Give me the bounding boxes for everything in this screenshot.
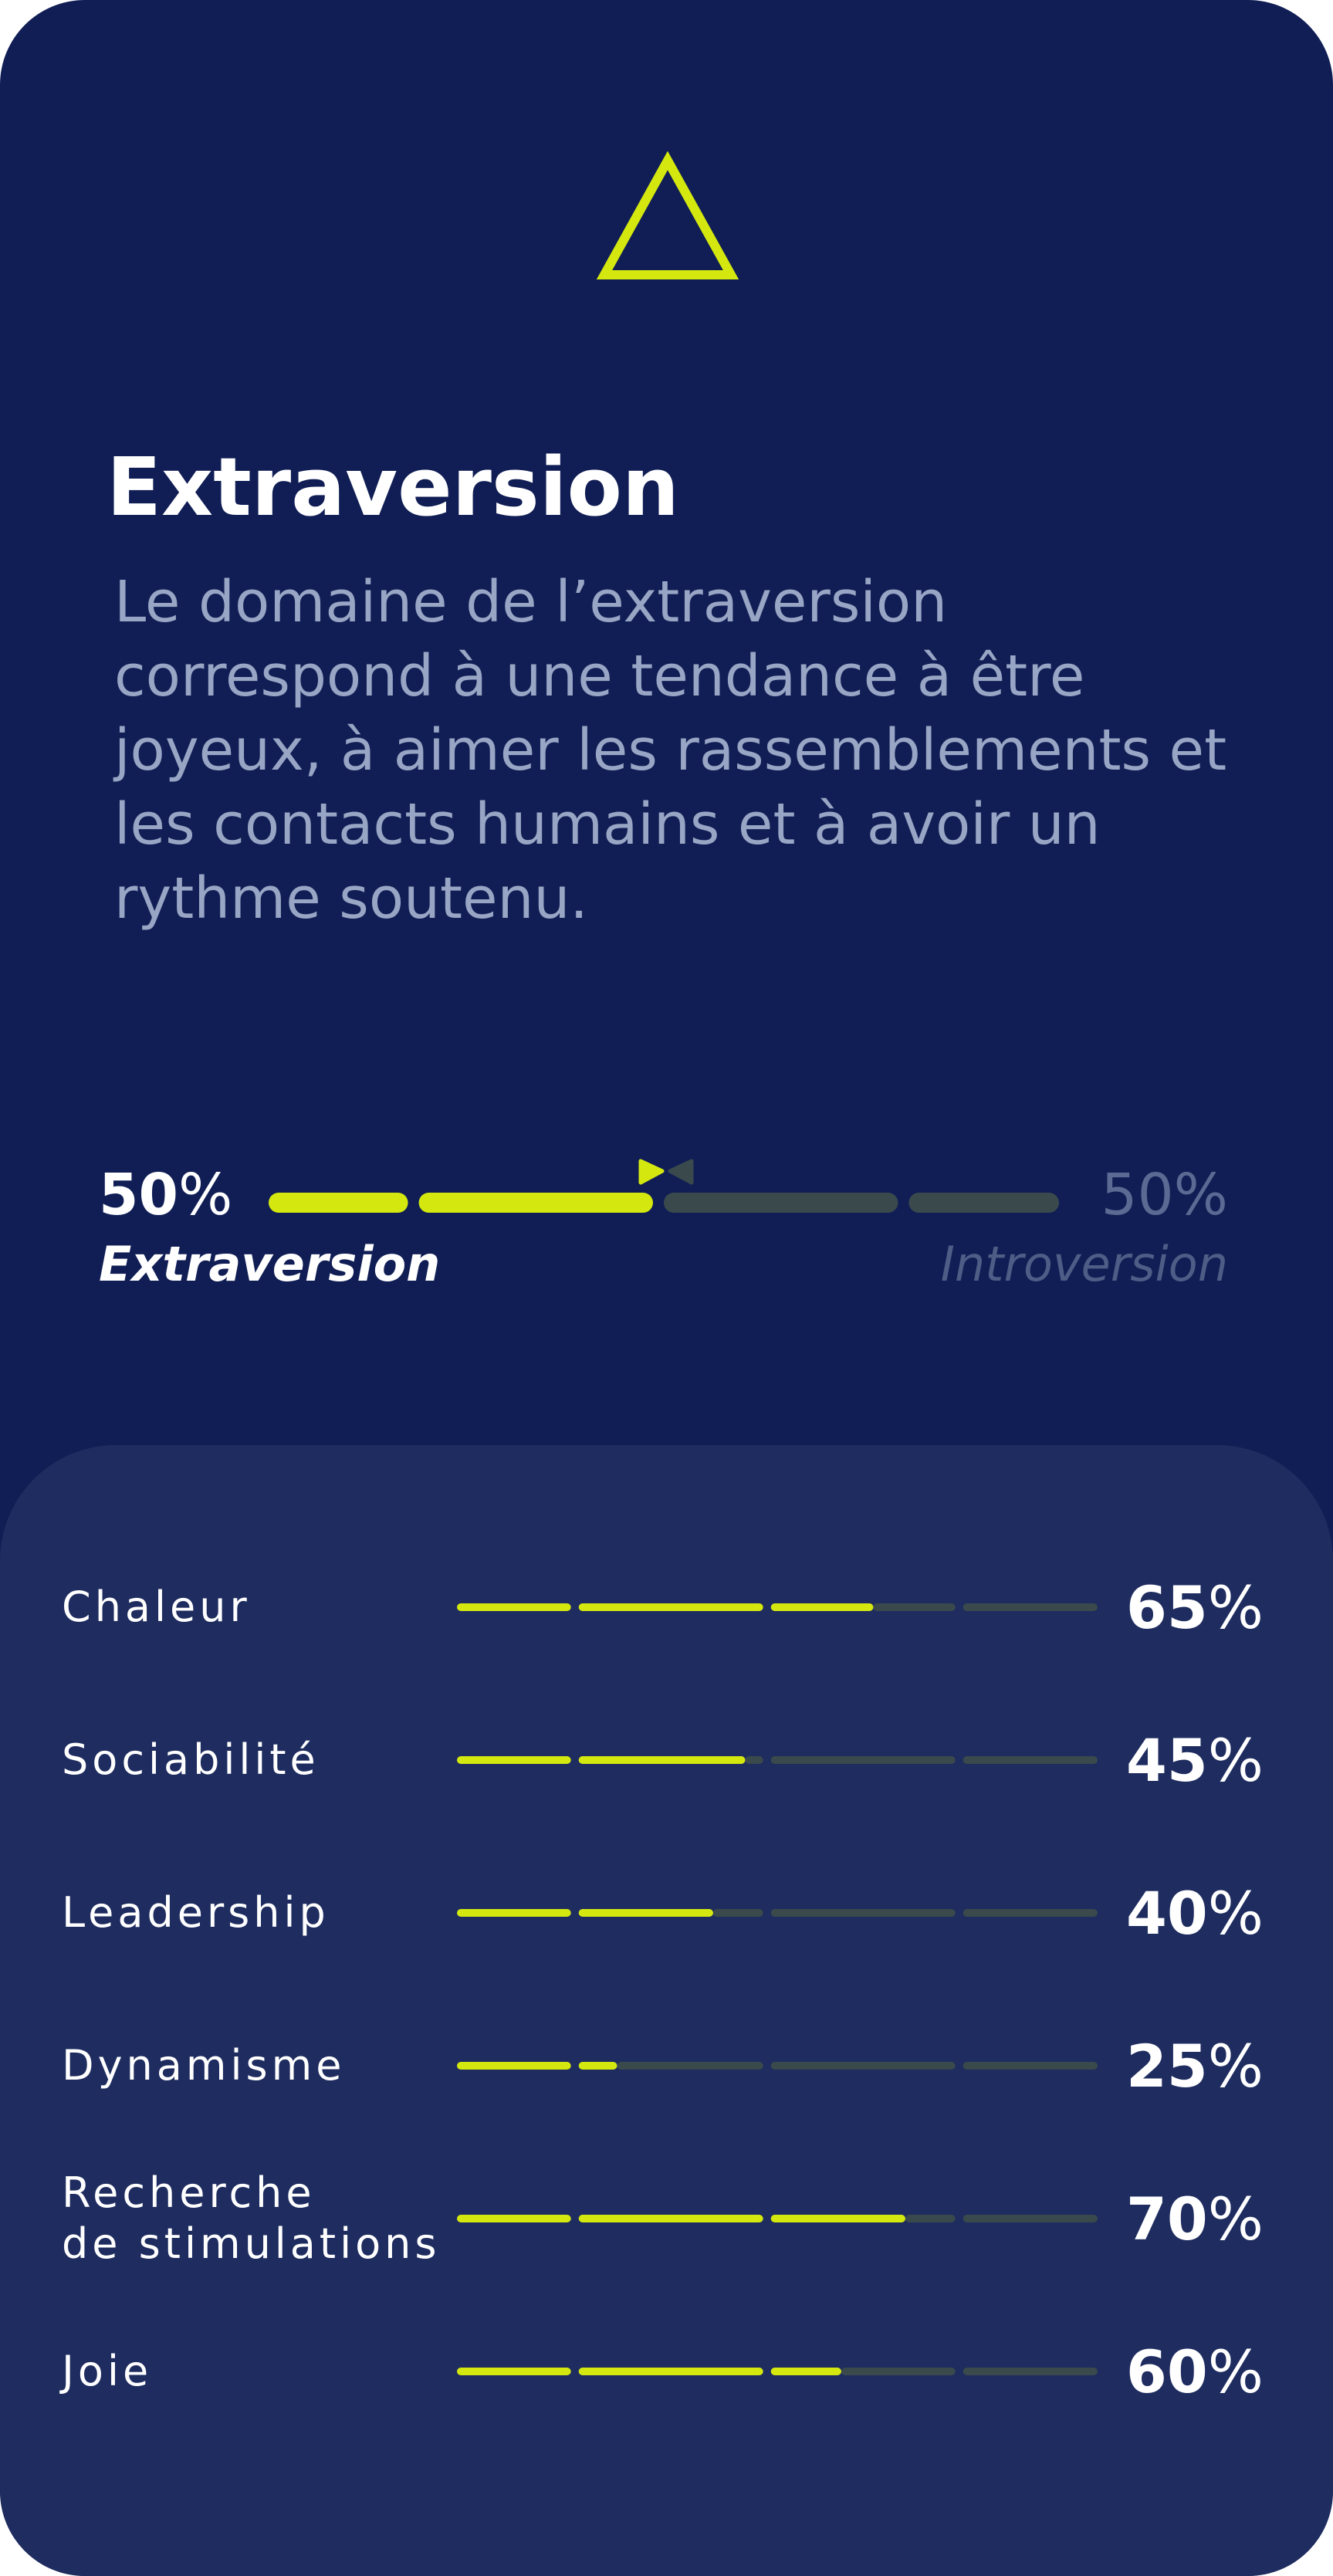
facet-value: 40 bbox=[1126, 1878, 1208, 1948]
introversion-unit: % bbox=[1173, 1162, 1228, 1228]
facet-value: 60 bbox=[1126, 2337, 1208, 2406]
facet-bar-segment-track bbox=[713, 1909, 763, 1917]
facet-row-chaleur: Chaleur 65% bbox=[0, 1553, 1333, 1661]
facet-bar-segment-fill bbox=[457, 2368, 571, 2375]
facet-bar-segment-fill bbox=[578, 2062, 617, 2070]
facet-percentage: 70% bbox=[1126, 2165, 1264, 2273]
facet-bar-segment-track bbox=[770, 1909, 956, 1917]
facet-percentage: 40% bbox=[1126, 1859, 1264, 1967]
facet-bar-segment-fill bbox=[770, 1603, 874, 1611]
facet-unit: % bbox=[1207, 2337, 1264, 2406]
introversion-label: Introversion bbox=[940, 1236, 1228, 1292]
facet-label: Chaleur bbox=[62, 1582, 251, 1631]
facet-bar-segment-fill bbox=[457, 1756, 571, 1764]
facet-bar-segment-track bbox=[873, 1603, 956, 1611]
facet-progress-bar bbox=[457, 1756, 1098, 1764]
facet-percentage: 25% bbox=[1126, 2012, 1264, 2120]
trait-description: Le domaine de l’extraversion correspond … bbox=[114, 569, 1227, 932]
facet-label: Dynamisme bbox=[62, 2041, 346, 2090]
facet-value: 70 bbox=[1126, 2184, 1208, 2253]
facet-bar-segment-fill bbox=[457, 2215, 571, 2222]
facet-bar-segment-fill bbox=[457, 1909, 571, 1917]
facet-unit: % bbox=[1207, 1878, 1264, 1948]
facet-progress-bar bbox=[457, 1909, 1098, 1917]
facet-bar-segment-track bbox=[963, 2215, 1098, 2222]
trait-title: Extraversion bbox=[107, 440, 679, 534]
facet-percentage: 60% bbox=[1126, 2317, 1264, 2425]
introversion-percentage: 50% bbox=[1101, 1156, 1229, 1234]
facet-bar-segment-track bbox=[963, 1756, 1098, 1764]
facet-row-dynamisme: Dynamisme 25% bbox=[0, 2012, 1333, 2120]
triangle-left-icon bbox=[668, 1159, 694, 1185]
facet-bar-segment-track bbox=[770, 2062, 956, 2070]
extraversion-value: 50 bbox=[99, 1162, 178, 1228]
facet-percentage: 45% bbox=[1126, 1706, 1264, 1814]
facet-bar-segment-fill bbox=[578, 1756, 746, 1764]
facet-bar-segment-fill bbox=[457, 1603, 571, 1611]
facet-bar-segment-fill bbox=[578, 1603, 763, 1611]
balance-bar-segment-fill bbox=[418, 1193, 653, 1213]
facet-bar-segment-track bbox=[963, 2368, 1098, 2375]
facet-row-sociabilite: Sociabilité 45% bbox=[0, 1706, 1333, 1814]
facet-row-leadership: Leadership 40% bbox=[0, 1859, 1333, 1967]
facet-progress-bar bbox=[457, 2215, 1098, 2222]
balance-bar-segment-fill bbox=[269, 1193, 408, 1213]
facet-bar-segment-fill bbox=[578, 2215, 763, 2222]
facets-panel: Chaleur 65% Sociabilité 45% Leadership 4… bbox=[0, 1445, 1333, 2576]
facet-unit: % bbox=[1207, 1725, 1264, 1795]
facet-unit: % bbox=[1207, 2031, 1264, 2100]
facet-row-joie: Joie 60% bbox=[0, 2317, 1333, 2425]
facet-row-recherche-de-stimulations: Recherche de stimulations 70% bbox=[0, 2165, 1333, 2273]
introversion-value: 50 bbox=[1101, 1162, 1174, 1228]
facet-progress-bar bbox=[457, 2368, 1098, 2375]
triangle-right-icon bbox=[638, 1159, 665, 1185]
facet-bar-segment-track bbox=[841, 2368, 956, 2375]
facet-bar-segment-track bbox=[617, 2062, 763, 2070]
facet-unit: % bbox=[1207, 2184, 1264, 2253]
facet-label: Sociabilité bbox=[62, 1735, 320, 1784]
facet-bar-segment-track bbox=[963, 2062, 1098, 2070]
extraversion-percentage: 50% bbox=[99, 1156, 232, 1234]
facet-bar-segment-fill bbox=[457, 2062, 571, 2070]
facet-value: 65 bbox=[1126, 1572, 1208, 1642]
facet-bar-segment-fill bbox=[770, 2368, 841, 2375]
facet-label: Recherche de stimulations bbox=[62, 2168, 441, 2268]
facet-value: 45 bbox=[1126, 1725, 1208, 1795]
facet-bar-segment-fill bbox=[578, 2368, 763, 2375]
facet-bar-segment-fill bbox=[770, 2215, 905, 2222]
facet-progress-bar bbox=[457, 1603, 1098, 1611]
facet-bar-segment-track bbox=[770, 1756, 956, 1764]
facet-bar-segment-fill bbox=[578, 1909, 713, 1917]
facet-bar-segment-track bbox=[963, 1909, 1098, 1917]
facet-value: 25 bbox=[1126, 2031, 1208, 2100]
balance-bar-segment-track bbox=[908, 1193, 1059, 1213]
balance-meter bbox=[269, 1159, 1059, 1213]
facet-unit: % bbox=[1207, 1572, 1264, 1642]
balance-bar-segment-track bbox=[664, 1193, 898, 1213]
facet-bar-segment-track bbox=[963, 1603, 1098, 1611]
extraversion-unit: % bbox=[178, 1162, 233, 1228]
triangle-outline-icon bbox=[596, 151, 739, 279]
facet-percentage: 65% bbox=[1126, 1553, 1264, 1661]
facet-progress-bar bbox=[457, 2062, 1098, 2070]
facet-bar-segment-track bbox=[905, 2215, 956, 2222]
facet-label: Leadership bbox=[62, 1888, 330, 1937]
extraversion-label: Extraversion bbox=[99, 1236, 441, 1292]
facet-bar-segment-track bbox=[745, 1756, 763, 1764]
facet-label: Joie bbox=[62, 2347, 153, 2395]
